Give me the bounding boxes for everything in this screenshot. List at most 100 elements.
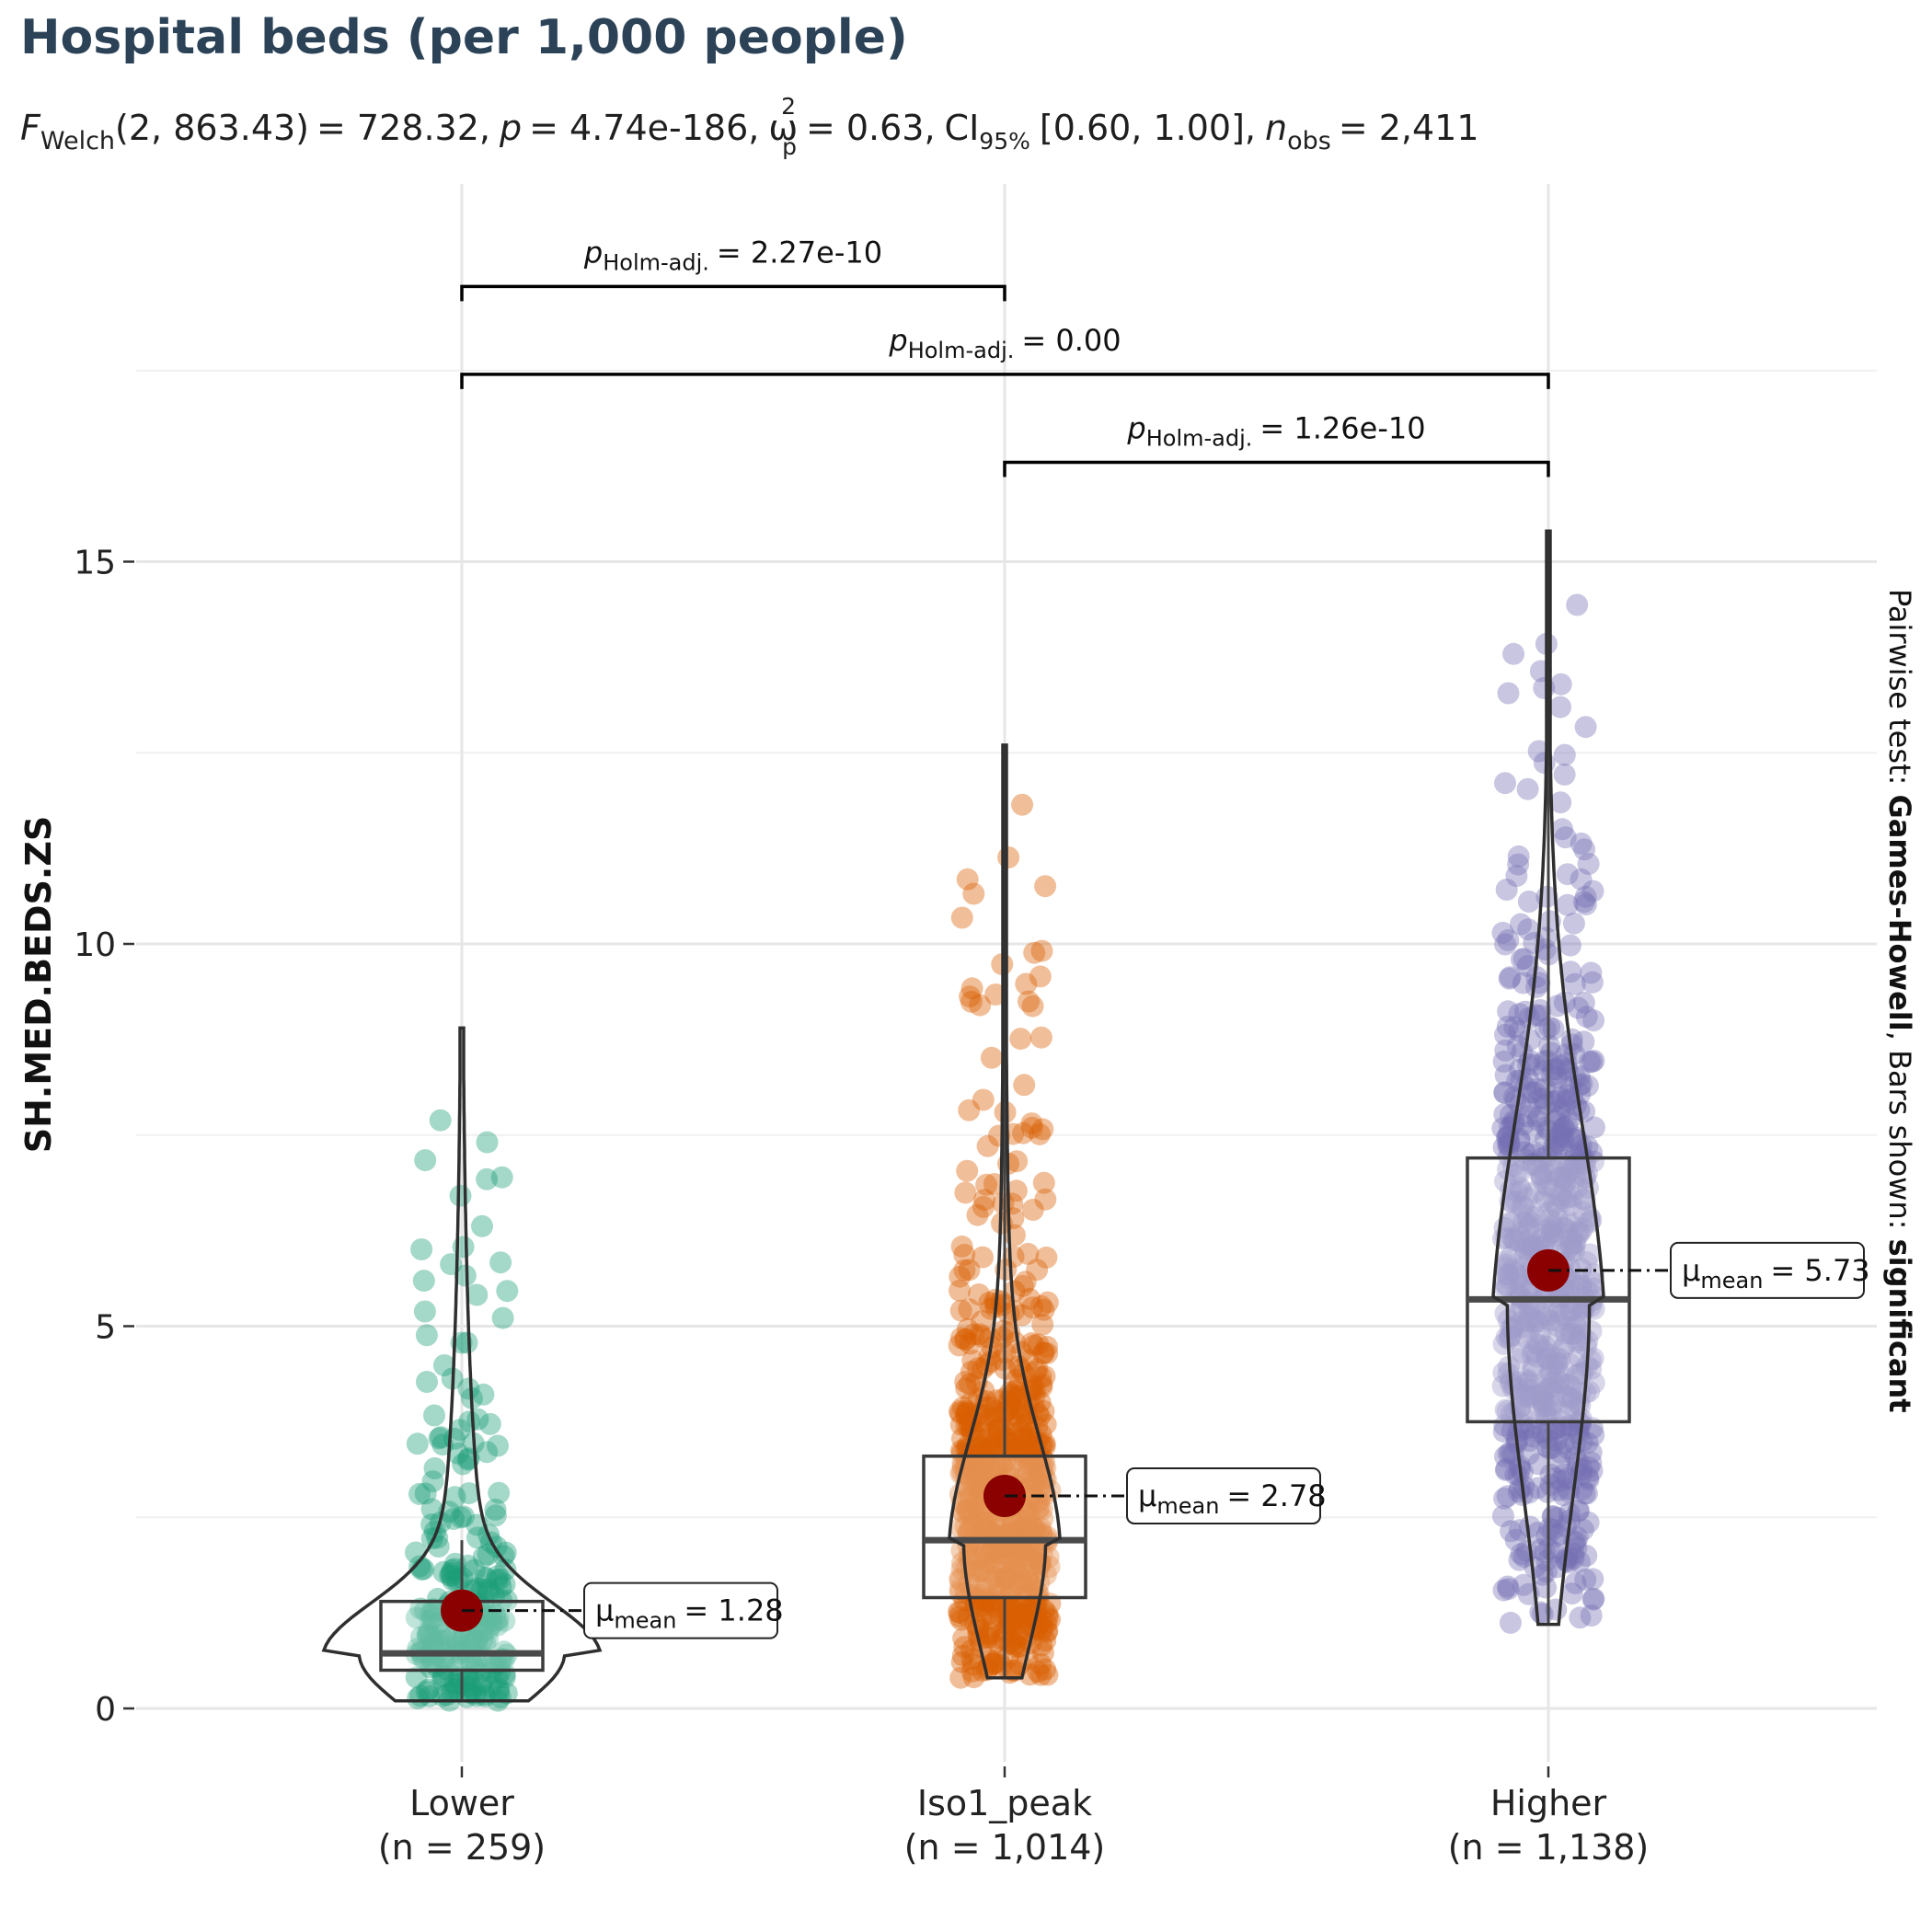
data-point — [1582, 1423, 1605, 1446]
data-point — [978, 1626, 1001, 1649]
data-point — [1002, 1404, 1025, 1427]
data-point — [1515, 1377, 1538, 1400]
pairwise-label: pHolm-adj. = 1.26e-10 — [1126, 410, 1425, 451]
data-point — [1493, 1081, 1516, 1104]
data-point — [958, 1298, 981, 1321]
data-point — [984, 1455, 1007, 1478]
data-point — [1547, 1523, 1570, 1546]
data-point — [488, 1680, 510, 1703]
data-point — [1517, 891, 1540, 913]
data-point — [1499, 966, 1522, 989]
caption-test: Games-Howell — [1882, 795, 1917, 1031]
data-point — [1495, 1249, 1518, 1272]
data-point — [986, 1542, 1008, 1565]
caption-shown: significant — [1882, 1239, 1917, 1413]
data-point — [1029, 1517, 1052, 1540]
data-point — [1549, 1122, 1572, 1145]
data-point — [1575, 1545, 1598, 1567]
data-point — [982, 1651, 1005, 1674]
data-point — [1496, 1263, 1519, 1286]
data-point — [493, 1609, 516, 1632]
data-point — [474, 1566, 497, 1589]
data-point — [1004, 1331, 1027, 1354]
data-point — [1504, 1262, 1527, 1285]
data-point — [1525, 1309, 1548, 1332]
data-point — [1508, 1003, 1531, 1026]
data-point — [489, 1251, 512, 1274]
data-point — [1512, 948, 1535, 971]
data-point — [1560, 1028, 1583, 1051]
data-point — [956, 1500, 979, 1522]
data-point — [428, 1427, 451, 1450]
data-point — [1561, 1390, 1584, 1413]
subtitle-p-value: = 4.74e-186, — [529, 108, 759, 148]
data-point — [1505, 865, 1528, 888]
data-point — [1568, 1423, 1590, 1446]
data-point — [1541, 1221, 1564, 1244]
mean-label-symbol: μ — [1138, 1478, 1156, 1513]
data-point — [1534, 1541, 1557, 1564]
data-point — [416, 1371, 438, 1393]
data-point — [1540, 1437, 1563, 1459]
data-point — [1027, 1661, 1050, 1684]
data-point — [1494, 772, 1516, 795]
data-point — [967, 1618, 989, 1641]
x-tick-n-label: (n = 1,014) — [904, 1827, 1106, 1868]
data-point — [1506, 1035, 1529, 1057]
data-point — [1582, 1009, 1605, 1032]
subtitle-f-symbol: F — [20, 108, 41, 148]
data-point — [1569, 1083, 1592, 1106]
data-point — [1535, 1576, 1558, 1599]
data-point — [1546, 1347, 1568, 1370]
data-point — [1559, 1233, 1582, 1255]
data-point — [973, 1189, 996, 1212]
data-point — [1491, 1374, 1514, 1397]
data-point — [1023, 941, 1046, 964]
data-point — [1036, 1342, 1059, 1364]
violins — [321, 529, 1605, 1703]
data-point — [476, 1567, 499, 1590]
data-point — [1515, 1368, 1538, 1391]
pairwise-p-symbol: p — [1126, 410, 1145, 445]
data-point — [1500, 1520, 1523, 1543]
data-point — [992, 1401, 1015, 1424]
data-point — [433, 1629, 456, 1652]
data-point — [1006, 1520, 1029, 1543]
data-point — [480, 1610, 503, 1633]
data-point — [1565, 1156, 1588, 1179]
data-point — [1541, 1328, 1564, 1351]
data-point — [496, 1280, 519, 1303]
data-point — [465, 1682, 488, 1705]
data-point — [1543, 1177, 1566, 1200]
subtitle-f-sub: Welch — [40, 127, 115, 155]
data-point — [1567, 1419, 1590, 1442]
data-point — [959, 1332, 982, 1355]
data-point — [459, 1681, 482, 1704]
data-point — [479, 1675, 502, 1698]
data-point — [409, 1626, 432, 1649]
data-point — [997, 1431, 1020, 1454]
data-point — [959, 1501, 982, 1524]
data-point — [1026, 1358, 1049, 1381]
data-point — [1497, 1263, 1520, 1286]
data-point — [1029, 1464, 1051, 1487]
data-point — [1534, 1050, 1556, 1073]
data-point — [978, 1551, 1001, 1574]
data-point — [979, 1351, 1002, 1374]
data-point — [1029, 1026, 1052, 1049]
data-point — [1570, 1258, 1593, 1281]
data-point — [954, 1328, 977, 1351]
data-point — [960, 1470, 983, 1493]
data-point — [1512, 1113, 1535, 1136]
data-point — [1530, 1164, 1553, 1187]
data-point — [960, 1648, 983, 1671]
data-point — [447, 1673, 470, 1696]
data-point — [1571, 1188, 1594, 1211]
data-point — [1017, 1425, 1040, 1448]
data-point — [988, 1517, 1011, 1540]
data-point — [971, 1511, 994, 1534]
violin-outline — [1491, 529, 1605, 1627]
data-point — [477, 1627, 499, 1650]
data-point — [1029, 1391, 1052, 1414]
data-point — [1512, 972, 1535, 995]
